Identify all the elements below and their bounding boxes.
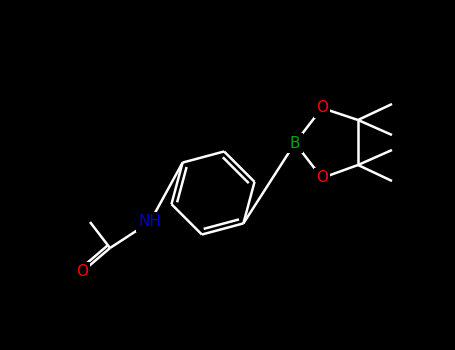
Text: O: O xyxy=(316,100,328,116)
Text: B: B xyxy=(290,135,300,150)
Text: O: O xyxy=(316,170,328,186)
Text: O: O xyxy=(76,265,88,280)
Text: NH: NH xyxy=(139,215,162,230)
